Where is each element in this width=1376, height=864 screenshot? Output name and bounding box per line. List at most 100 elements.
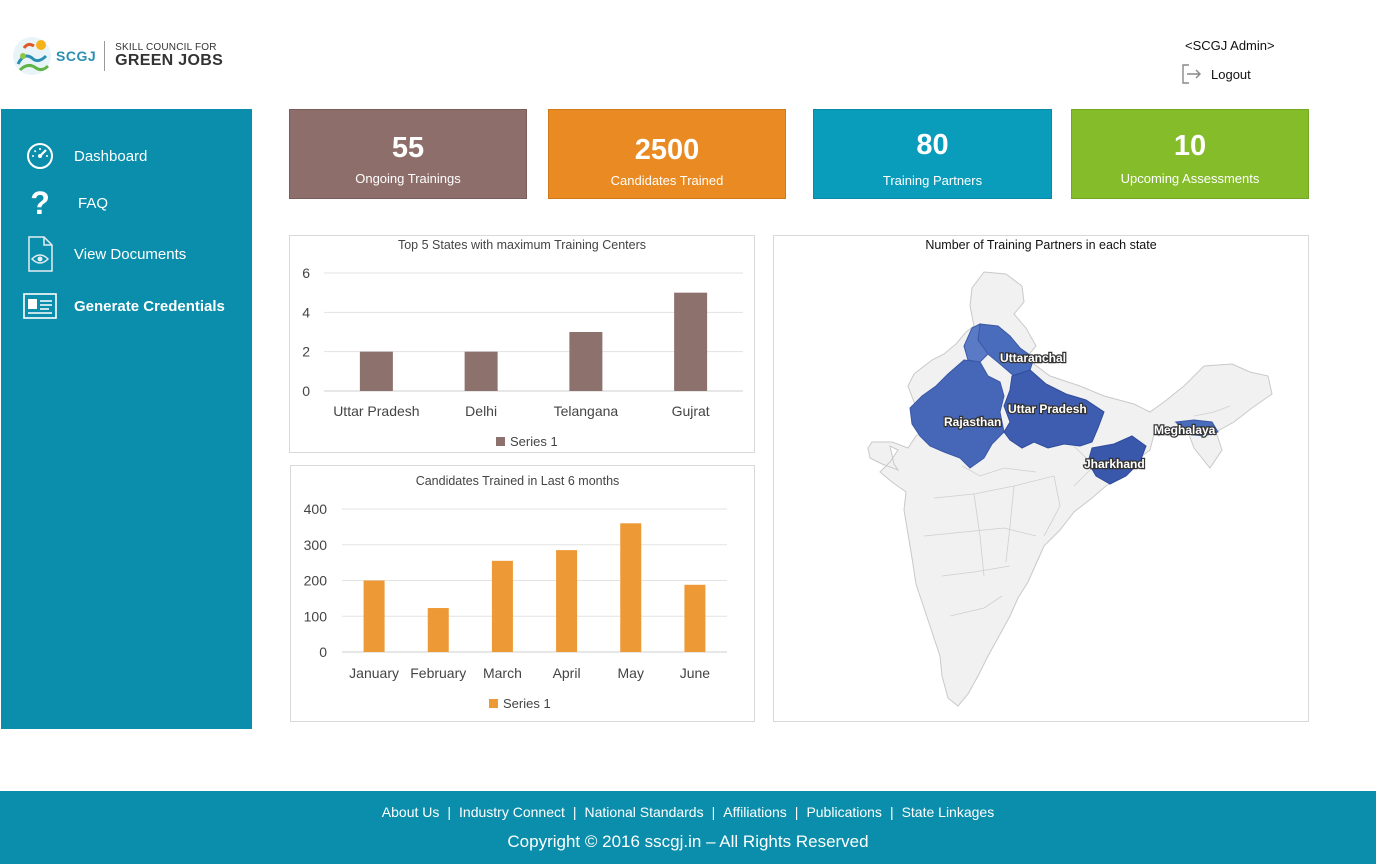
x-tick-label: June: [680, 665, 711, 681]
x-tick-label: January: [349, 665, 399, 681]
footer-link-publications[interactable]: Publications: [806, 804, 882, 820]
chart-legend: Series 1: [496, 434, 558, 449]
footer-link-national-standards[interactable]: National Standards: [584, 804, 704, 820]
y-tick-label: 400: [304, 501, 328, 517]
india-map: Uttaranchal Rajasthan Uttar Pradesh Jhar…: [867, 271, 1273, 707]
footer-links: About Us | Industry Connect | National S…: [0, 804, 1376, 820]
x-tick-label: May: [618, 665, 644, 681]
map-label-jharkhand: Jharkhand: [1084, 457, 1145, 471]
sidebar-item-label: Dashboard: [74, 147, 148, 165]
map-label-meghalaya: Meghalaya: [1154, 423, 1216, 437]
stat-value: 55: [391, 132, 425, 164]
map-state-himachal: [963, 323, 989, 363]
bar[interactable]: [427, 608, 449, 652]
bar[interactable]: [684, 584, 706, 652]
bar[interactable]: [359, 351, 393, 391]
footer-separator: |: [889, 804, 894, 820]
map-state-jharkhand: [1087, 435, 1147, 485]
map-label-uttar-pradesh: Uttar Pradesh: [1008, 402, 1087, 416]
bar[interactable]: [491, 560, 513, 652]
user-name: <SCGJ Admin>: [1185, 38, 1275, 53]
x-tick-label: Gujrat: [672, 403, 710, 419]
stat-value: 10: [1173, 130, 1207, 162]
footer-separator: |: [794, 804, 799, 820]
bar[interactable]: [556, 550, 578, 652]
logout-icon: [1182, 64, 1201, 84]
y-tick-label: 300: [304, 537, 328, 553]
sidebar-item-view-documents[interactable]: View Documents: [1, 234, 252, 274]
chart-legend: Series 1: [489, 696, 551, 711]
map-state-rajasthan: [909, 359, 1005, 469]
map-state-uttar-pradesh: [1003, 369, 1105, 449]
sidebar-item-generate-credentials[interactable]: Generate Credentials: [1, 286, 252, 326]
y-tick-label: 4: [302, 304, 310, 320]
x-tick-label: Telangana: [554, 403, 619, 419]
stat-label: Ongoing Trainings: [355, 171, 461, 186]
bar[interactable]: [363, 580, 385, 653]
footer-separator: |: [447, 804, 452, 820]
bar[interactable]: [569, 332, 603, 391]
stat-card-candidates-trained[interactable]: 2500 Candidates Trained: [548, 109, 786, 199]
x-tick-label: April: [553, 665, 581, 681]
stat-label: Upcoming Assessments: [1120, 171, 1260, 186]
x-tick-label: February: [410, 665, 466, 681]
footer-separator: |: [711, 804, 716, 820]
sidebar-item-faq[interactable]: ? FAQ: [1, 183, 252, 223]
footer: About Us | Industry Connect | National S…: [0, 791, 1376, 864]
stat-label: Candidates Trained: [610, 173, 724, 188]
scgj-logo[interactable]: SCGJ SKILL COUNCIL FOR GREEN JOBS: [10, 33, 223, 79]
map-title: Number of Training Partners in each stat…: [925, 238, 1157, 252]
logout-button[interactable]: Logout: [1180, 63, 1251, 85]
sidebar-item-label: View Documents: [74, 245, 187, 263]
stat-value: 80: [916, 129, 949, 161]
logout-label: Logout: [1211, 66, 1251, 82]
question-icon: ?: [23, 185, 57, 221]
y-tick-label: 100: [304, 608, 328, 624]
tree-logo-icon: [13, 37, 51, 75]
chart-title: Top 5 States with maximum Training Cente…: [397, 238, 647, 252]
logo-divider: [104, 41, 106, 71]
id-card-icon: [23, 288, 57, 324]
logo-text: SKILL COUNCIL FOR GREEN JOBS: [115, 43, 223, 69]
bar[interactable]: [464, 351, 498, 391]
chart-svg: 0 2 4 6 Uttar Pradesh Delhi Telangana Gujrat: [302, 265, 743, 419]
footer-link-state-linkages[interactable]: State Linkages: [901, 804, 995, 820]
footer-link-about-us[interactable]: About Us: [381, 804, 440, 820]
footer-separator: |: [572, 804, 577, 820]
y-tick-label: 0: [319, 644, 327, 660]
x-tick-label: Uttar Pradesh: [333, 403, 419, 419]
map-state-meghalaya: [1175, 419, 1219, 437]
document-eye-icon: [23, 236, 57, 272]
footer-link-industry-connect[interactable]: Industry Connect: [459, 804, 565, 820]
logo-abbreviation: SCGJ: [56, 48, 97, 64]
legend-swatch: [496, 437, 505, 446]
candidates-trained-chart: Candidates Trained in Last 6 months 0 100…: [290, 465, 755, 722]
stat-label: Training Partners: [882, 173, 983, 188]
stat-card-upcoming-assessments[interactable]: 10 Upcoming Assessments: [1071, 109, 1309, 199]
stat-card-training-partners[interactable]: 80 Training Partners: [813, 109, 1052, 199]
map-label-rajasthan: Rajasthan: [944, 415, 1001, 429]
x-tick-label: March: [483, 665, 522, 681]
chart-svg: 0 100 200 300 400 January February March April Ma…: [304, 501, 727, 681]
sidebar-item-dashboard[interactable]: Dashboard: [1, 136, 252, 176]
y-tick-label: 6: [302, 265, 310, 281]
sidebar-item-label: FAQ: [78, 194, 109, 212]
x-tick-label: Delhi: [465, 403, 497, 419]
training-centers-chart: Top 5 States with maximum Training Cente…: [289, 235, 755, 453]
svg-text:?: ?: [30, 186, 50, 220]
chart-title: Candidates Trained in Last 6 months: [415, 474, 620, 488]
bar[interactable]: [674, 292, 708, 391]
y-tick-label: 200: [304, 573, 328, 589]
gauge-icon: [23, 138, 57, 174]
sidebar-item-label: Generate Credentials: [74, 297, 225, 315]
sidebar: Dashboard ? FAQ View Documents: [1, 109, 252, 729]
y-tick-label: 0: [302, 383, 310, 399]
map-label-uttaranchal: Uttaranchal: [1000, 351, 1066, 365]
bar[interactable]: [620, 523, 642, 652]
legend-label: Series 1: [510, 434, 558, 449]
logo-line-2: GREEN JOBS: [115, 52, 224, 69]
stat-card-ongoing-trainings[interactable]: 55 Ongoing Trainings: [289, 109, 527, 199]
footer-link-affiliations[interactable]: Affiliations: [723, 804, 787, 820]
stat-value: 2500: [634, 134, 700, 166]
map-country-base: [867, 271, 1273, 707]
